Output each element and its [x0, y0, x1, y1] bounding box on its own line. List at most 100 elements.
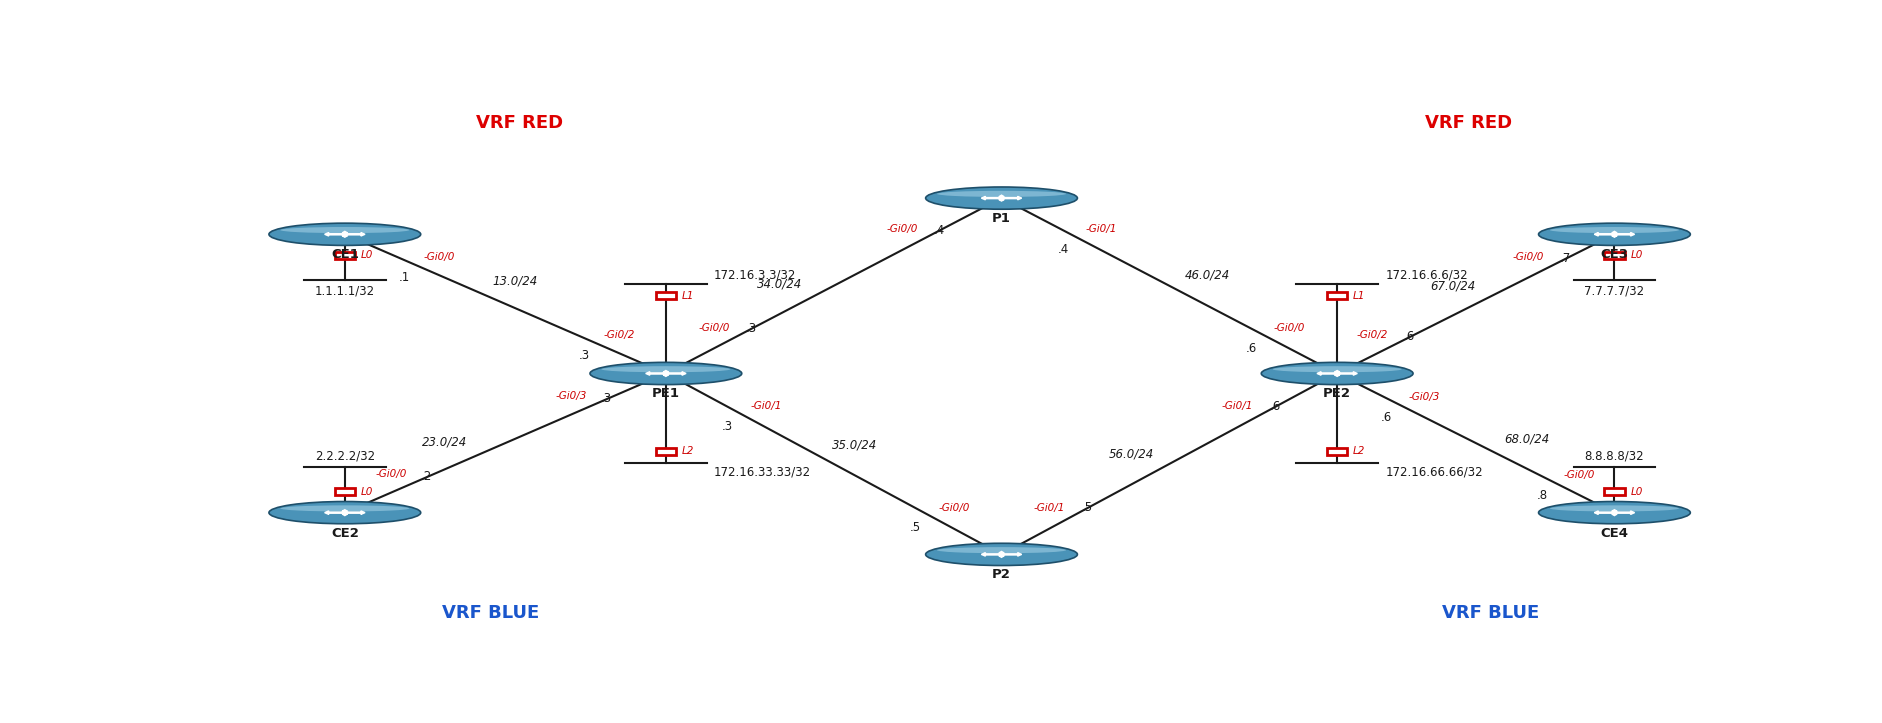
- Ellipse shape: [1267, 373, 1406, 381]
- Text: L0: L0: [361, 250, 373, 260]
- Text: CE1: CE1: [331, 248, 359, 261]
- Text: .6: .6: [1268, 400, 1280, 413]
- Ellipse shape: [275, 512, 414, 520]
- FancyArrow shape: [997, 197, 1022, 200]
- FancyArrow shape: [1594, 511, 1617, 514]
- Text: CE2: CE2: [331, 526, 359, 539]
- FancyArrow shape: [646, 372, 668, 375]
- Text: L1: L1: [681, 291, 694, 301]
- FancyArrow shape: [662, 370, 668, 374]
- Text: -Gi0/0: -Gi0/0: [1511, 252, 1543, 262]
- Ellipse shape: [1538, 223, 1690, 245]
- Text: -Gi0/1: -Gi0/1: [1086, 224, 1116, 234]
- Text: PE1: PE1: [651, 388, 679, 401]
- Ellipse shape: [1549, 505, 1679, 511]
- Text: 7.7.7.7/32: 7.7.7.7/32: [1583, 284, 1643, 297]
- Text: L1: L1: [1353, 291, 1364, 301]
- Text: 46.0/24: 46.0/24: [1184, 269, 1229, 282]
- Ellipse shape: [275, 234, 414, 241]
- Text: -Gi0/3: -Gi0/3: [555, 391, 587, 401]
- Text: VRF RED: VRF RED: [476, 114, 563, 132]
- FancyArrow shape: [343, 231, 348, 235]
- Text: -Gi0/1: -Gi0/1: [1033, 502, 1065, 513]
- Ellipse shape: [1538, 502, 1690, 523]
- FancyArrow shape: [997, 554, 1003, 557]
- Text: 172.16.6.6/32: 172.16.6.6/32: [1385, 269, 1468, 281]
- Text: 8.8.8.8/32: 8.8.8.8/32: [1585, 450, 1643, 463]
- Text: P1: P1: [992, 212, 1011, 225]
- Ellipse shape: [937, 547, 1065, 553]
- FancyBboxPatch shape: [1327, 291, 1348, 299]
- Text: -Gi0/2: -Gi0/2: [1357, 330, 1387, 341]
- Text: .3: .3: [723, 420, 732, 433]
- Ellipse shape: [1543, 234, 1684, 241]
- Text: .3: .3: [745, 322, 757, 335]
- FancyArrow shape: [997, 552, 1022, 556]
- Text: 1.1.1.1/32: 1.1.1.1/32: [314, 284, 375, 297]
- FancyArrow shape: [662, 373, 668, 377]
- Text: L2: L2: [681, 446, 694, 456]
- FancyArrow shape: [997, 197, 1003, 201]
- Text: L0: L0: [1630, 487, 1641, 497]
- Text: .6: .6: [1404, 330, 1415, 343]
- Text: 67.0/24: 67.0/24: [1428, 280, 1474, 293]
- FancyBboxPatch shape: [335, 487, 356, 495]
- Ellipse shape: [1543, 512, 1684, 520]
- Ellipse shape: [932, 554, 1071, 562]
- Text: -Gi0/1: -Gi0/1: [749, 401, 781, 411]
- FancyBboxPatch shape: [1603, 487, 1624, 495]
- FancyArrow shape: [324, 511, 348, 514]
- Ellipse shape: [595, 373, 736, 381]
- Ellipse shape: [926, 187, 1077, 209]
- Text: -Gi0/0: -Gi0/0: [423, 252, 455, 262]
- Text: 35.0/24: 35.0/24: [832, 438, 877, 451]
- Ellipse shape: [1261, 362, 1412, 385]
- Text: 23.0/24: 23.0/24: [422, 436, 467, 449]
- Text: L2: L2: [1353, 446, 1364, 456]
- Text: .7: .7: [1558, 252, 1570, 265]
- Text: -Gi0/0: -Gi0/0: [1272, 322, 1304, 333]
- Text: .5: .5: [1080, 501, 1092, 514]
- FancyArrow shape: [1611, 234, 1617, 237]
- Ellipse shape: [600, 366, 730, 372]
- Text: -Gi0/0: -Gi0/0: [698, 322, 728, 333]
- Text: .4: .4: [1058, 244, 1069, 257]
- Ellipse shape: [932, 197, 1071, 205]
- Text: .6: .6: [1246, 341, 1257, 354]
- Text: VRF RED: VRF RED: [1425, 114, 1511, 132]
- Ellipse shape: [269, 223, 420, 245]
- Text: -Gi0/1: -Gi0/1: [1221, 401, 1252, 411]
- Text: .3: .3: [578, 349, 589, 362]
- FancyArrow shape: [341, 233, 365, 236]
- Text: 56.0/24: 56.0/24: [1108, 447, 1154, 460]
- Text: L0: L0: [1630, 250, 1641, 260]
- Text: .1: .1: [399, 271, 410, 284]
- FancyArrow shape: [981, 552, 1005, 556]
- Ellipse shape: [269, 502, 420, 523]
- Text: 172.16.33.33/32: 172.16.33.33/32: [713, 466, 811, 479]
- FancyArrow shape: [343, 512, 348, 515]
- Text: CE4: CE4: [1600, 526, 1628, 539]
- Text: .4: .4: [933, 223, 945, 236]
- Text: .8: .8: [1536, 489, 1547, 502]
- Ellipse shape: [1272, 366, 1400, 372]
- FancyBboxPatch shape: [335, 252, 356, 260]
- FancyArrow shape: [1611, 511, 1634, 514]
- Ellipse shape: [589, 362, 742, 385]
- FancyArrow shape: [343, 510, 348, 513]
- Text: -Gi0/3: -Gi0/3: [1408, 392, 1438, 402]
- FancyArrow shape: [997, 195, 1003, 199]
- Text: VRF BLUE: VRF BLUE: [1442, 604, 1538, 622]
- FancyArrow shape: [1611, 512, 1617, 515]
- Text: VRF BLUE: VRF BLUE: [442, 604, 538, 622]
- Text: 68.0/24: 68.0/24: [1504, 433, 1549, 446]
- FancyArrow shape: [981, 197, 1005, 200]
- FancyArrow shape: [1332, 372, 1357, 375]
- FancyArrow shape: [1316, 372, 1340, 375]
- FancyArrow shape: [662, 372, 685, 375]
- Text: .2: .2: [420, 470, 431, 483]
- FancyBboxPatch shape: [655, 291, 676, 299]
- FancyArrow shape: [1594, 233, 1617, 236]
- Text: -Gi0/2: -Gi0/2: [604, 330, 634, 340]
- FancyArrow shape: [324, 233, 348, 236]
